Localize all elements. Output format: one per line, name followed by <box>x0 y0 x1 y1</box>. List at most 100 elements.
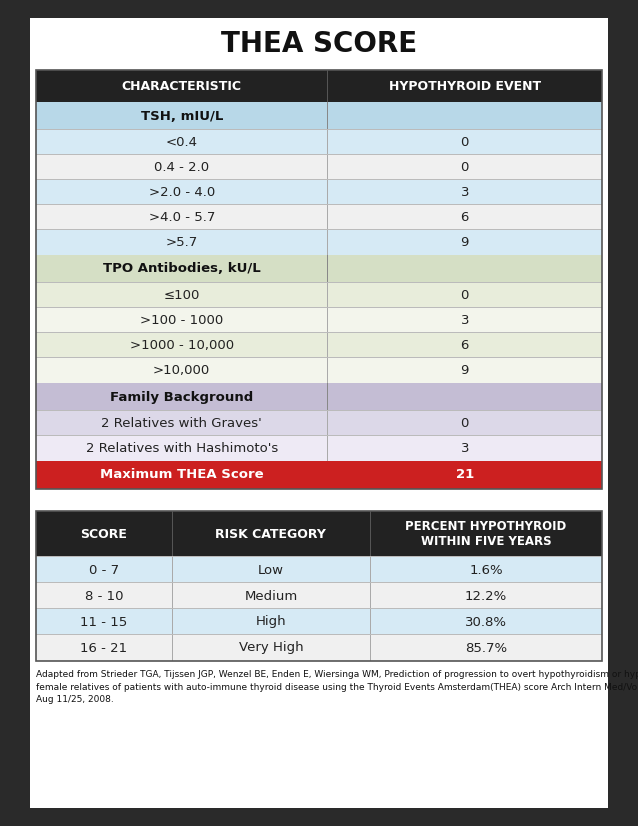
Bar <box>36 332 602 333</box>
Text: 1.6%: 1.6% <box>469 563 503 577</box>
Bar <box>36 282 602 283</box>
Bar <box>36 357 602 358</box>
Bar <box>36 436 602 461</box>
Bar <box>36 358 602 383</box>
Bar <box>36 180 602 205</box>
Bar <box>327 411 329 436</box>
Bar <box>36 308 602 333</box>
Bar <box>36 511 602 557</box>
Bar <box>327 283 329 308</box>
Text: TSH, mIU/L: TSH, mIU/L <box>140 110 223 122</box>
Bar <box>327 70 329 102</box>
Bar <box>36 130 602 155</box>
Text: <0.4: <0.4 <box>166 136 198 149</box>
Bar <box>370 583 371 609</box>
Text: >10,000: >10,000 <box>153 364 211 377</box>
Bar <box>36 609 602 635</box>
Text: >2.0 - 4.0: >2.0 - 4.0 <box>149 186 215 199</box>
Bar <box>327 155 329 180</box>
Bar <box>36 70 602 102</box>
Text: Very High: Very High <box>239 642 303 654</box>
Bar <box>327 230 329 255</box>
Bar <box>36 634 602 635</box>
Text: 9: 9 <box>461 236 469 249</box>
Text: >1000 - 10,000: >1000 - 10,000 <box>130 339 234 352</box>
Text: Family Background: Family Background <box>110 391 253 403</box>
Bar <box>36 283 602 308</box>
Bar <box>36 255 602 283</box>
Text: 3: 3 <box>461 314 469 327</box>
Bar <box>36 229 602 230</box>
Bar <box>36 583 602 609</box>
Text: Adapted from Strieder TGA, Tijssen JGP, Wenzel BE, Enden E, Wiersinga WM, Predic: Adapted from Strieder TGA, Tijssen JGP, … <box>36 670 638 704</box>
Bar <box>36 557 602 583</box>
Text: 2 Relatives with Hashimoto's: 2 Relatives with Hashimoto's <box>85 442 278 455</box>
Text: TPO Antibodies, kU/L: TPO Antibodies, kU/L <box>103 263 260 276</box>
Bar <box>36 635 602 661</box>
Bar <box>327 383 329 411</box>
Bar <box>327 308 329 333</box>
Bar <box>172 511 173 557</box>
Bar <box>36 70 602 489</box>
Text: 0: 0 <box>461 417 469 430</box>
Text: PERCENT HYPOTHYROID
WITHIN FIVE YEARS: PERCENT HYPOTHYROID WITHIN FIVE YEARS <box>405 520 567 548</box>
Bar <box>36 154 602 155</box>
Text: Medium: Medium <box>244 590 297 602</box>
Bar <box>36 556 602 557</box>
Bar <box>172 557 173 583</box>
Bar <box>36 333 602 358</box>
Text: ≤100: ≤100 <box>163 289 200 302</box>
Text: CHARACTERISTIC: CHARACTERISTIC <box>122 79 242 93</box>
Bar <box>370 635 371 661</box>
Text: 3: 3 <box>461 442 469 455</box>
Text: >4.0 - 5.7: >4.0 - 5.7 <box>149 211 215 224</box>
Text: High: High <box>256 615 286 629</box>
Bar <box>36 129 602 130</box>
Text: 12.2%: 12.2% <box>465 590 507 602</box>
Text: >100 - 1000: >100 - 1000 <box>140 314 223 327</box>
Bar <box>327 333 329 358</box>
Bar <box>36 461 602 489</box>
Bar <box>36 230 602 255</box>
Text: 0 - 7: 0 - 7 <box>89 563 119 577</box>
Text: 0: 0 <box>461 136 469 149</box>
Bar <box>36 410 602 411</box>
Text: 3: 3 <box>461 186 469 199</box>
Bar <box>36 411 602 436</box>
Text: Maximum THEA Score: Maximum THEA Score <box>100 468 263 482</box>
Text: 2 Relatives with Graves': 2 Relatives with Graves' <box>101 417 262 430</box>
Bar <box>327 461 329 489</box>
Bar <box>172 609 173 635</box>
Bar <box>327 102 329 130</box>
Text: 0: 0 <box>461 289 469 302</box>
Text: >5.7: >5.7 <box>166 236 198 249</box>
Bar <box>36 204 602 205</box>
Bar <box>36 582 602 583</box>
Bar <box>172 635 173 661</box>
Bar <box>36 435 602 436</box>
Text: HYPOTHYROID EVENT: HYPOTHYROID EVENT <box>389 79 541 93</box>
Text: THEA SCORE: THEA SCORE <box>221 30 417 58</box>
Bar <box>36 155 602 180</box>
Text: 0: 0 <box>461 161 469 174</box>
Text: 8 - 10: 8 - 10 <box>85 590 123 602</box>
Text: 6: 6 <box>461 339 469 352</box>
Bar <box>327 180 329 205</box>
Bar <box>36 102 602 130</box>
Bar <box>327 436 329 461</box>
Bar <box>36 383 602 411</box>
Bar <box>36 307 602 308</box>
Text: 0.4 - 2.0: 0.4 - 2.0 <box>154 161 209 174</box>
Text: 11 - 15: 11 - 15 <box>80 615 128 629</box>
Text: 85.7%: 85.7% <box>465 642 507 654</box>
Bar <box>172 583 173 609</box>
Text: 30.8%: 30.8% <box>465 615 507 629</box>
Text: Low: Low <box>258 563 284 577</box>
Bar <box>370 511 371 557</box>
Text: 6: 6 <box>461 211 469 224</box>
Bar <box>36 179 602 180</box>
Bar <box>370 557 371 583</box>
Text: 9: 9 <box>461 364 469 377</box>
Bar <box>327 358 329 383</box>
Text: 16 - 21: 16 - 21 <box>80 642 128 654</box>
